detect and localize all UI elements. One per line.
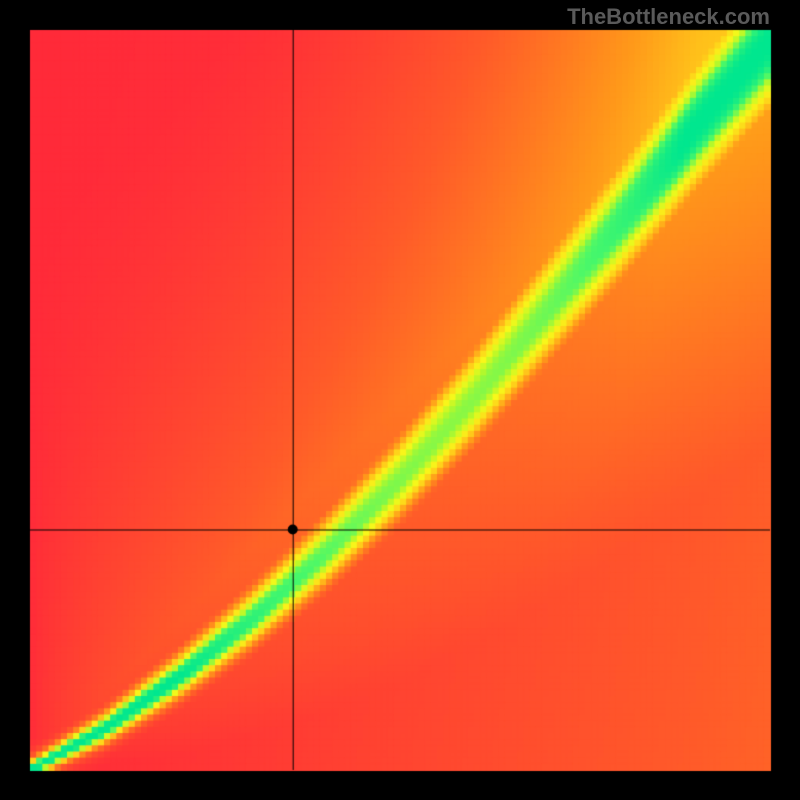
watermark-text: TheBottleneck.com <box>567 4 770 30</box>
bottleneck-heatmap <box>0 0 800 800</box>
